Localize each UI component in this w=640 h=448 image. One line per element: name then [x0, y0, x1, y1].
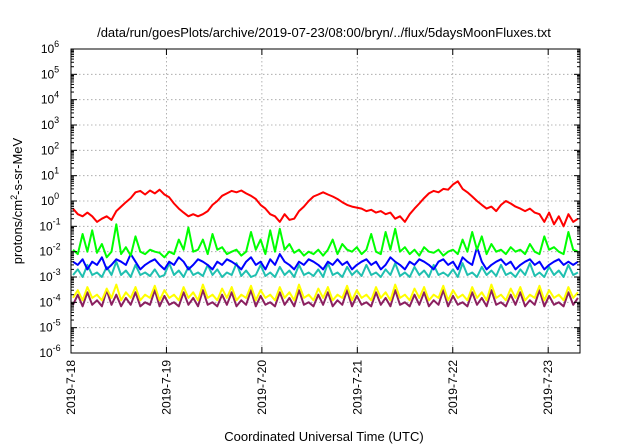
y-tick-base: 10 — [41, 93, 55, 107]
x-tick-label: 2019-7-18 — [64, 360, 78, 415]
y-tick-label: 106 — [41, 39, 59, 56]
series-line-5 — [72, 289, 579, 308]
series-line-4 — [72, 283, 579, 302]
y-tick-exponent: 3 — [54, 115, 59, 125]
y-tick-base: 10 — [39, 245, 53, 259]
y-tick-label: 104 — [41, 90, 59, 107]
y-tick-base: 10 — [39, 321, 53, 335]
y-tick-base: 10 — [39, 219, 53, 233]
y-axis-label-text: protons/cm2-s-sr-MeV — [9, 137, 25, 264]
series-group — [72, 180, 579, 308]
x-tick-label: 2019-7-21 — [350, 360, 364, 415]
y-tick-exponent: -6 — [53, 343, 61, 353]
x-tick-label: 2019-7-19 — [159, 360, 173, 415]
series-line-3 — [72, 260, 579, 278]
series-line-1 — [72, 223, 579, 259]
y-tick-label: 10-2 — [39, 242, 60, 259]
y-tick-base: 10 — [41, 67, 55, 81]
y-tick-exponent: 1 — [54, 166, 59, 176]
y-tick-base: 10 — [41, 143, 55, 157]
y-tick-label: 10-5 — [39, 318, 60, 335]
y-tick-base: 10 — [41, 42, 55, 56]
axis-ticks: 10-610-510-410-310-210-11001011021031041… — [39, 39, 580, 415]
y-tick-exponent: 2 — [54, 140, 59, 150]
x-tick-label: 2019-7-22 — [446, 360, 460, 415]
y-tick-label: 102 — [41, 140, 59, 157]
y-tick-base: 10 — [41, 118, 55, 132]
y-tick-label: 105 — [41, 64, 59, 81]
y-tick-label: 10-4 — [39, 292, 60, 309]
y-tick-exponent: 0 — [54, 191, 59, 201]
y-tick-label: 100 — [41, 191, 59, 208]
y-axis-label-part: -s-sr-MeV — [10, 137, 25, 194]
y-tick-exponent: -4 — [53, 292, 61, 302]
y-tick-exponent: 6 — [54, 39, 59, 49]
y-axis-label-part: protons/cm — [10, 200, 25, 264]
y-tick-base: 10 — [39, 346, 53, 360]
series-line-2 — [72, 246, 579, 271]
y-tick-exponent: -1 — [53, 216, 61, 226]
y-tick-exponent: 5 — [54, 64, 59, 74]
x-tick-label: 2019-7-23 — [541, 360, 555, 415]
y-tick-base: 10 — [41, 169, 55, 183]
chart-title: /data/run/goesPlots/archive/2019-07-23/0… — [97, 25, 551, 40]
y-tick-base: 10 — [39, 270, 53, 284]
y-tick-base: 10 — [39, 295, 53, 309]
y-tick-exponent: -3 — [53, 267, 61, 277]
y-tick-label: 10-6 — [39, 343, 60, 360]
y-tick-label: 103 — [41, 115, 59, 132]
y-tick-exponent: -2 — [53, 242, 61, 252]
y-axis-label-superscript: 2 — [9, 195, 19, 200]
y-tick-label: 101 — [41, 166, 59, 183]
y-tick-label: 10-1 — [39, 216, 60, 233]
x-axis-label: Coordinated Universal Time (UTC) — [224, 429, 423, 444]
x-tick-label: 2019-7-20 — [255, 360, 269, 415]
y-tick-exponent: 4 — [54, 90, 59, 100]
y-tick-base: 10 — [41, 194, 55, 208]
grid — [70, 48, 580, 354]
y-tick-label: 10-3 — [39, 267, 60, 284]
y-axis-label: protons/cm2-s-sr-MeV — [9, 137, 25, 264]
y-tick-exponent: -5 — [53, 318, 61, 328]
series-line-0 — [72, 180, 579, 228]
